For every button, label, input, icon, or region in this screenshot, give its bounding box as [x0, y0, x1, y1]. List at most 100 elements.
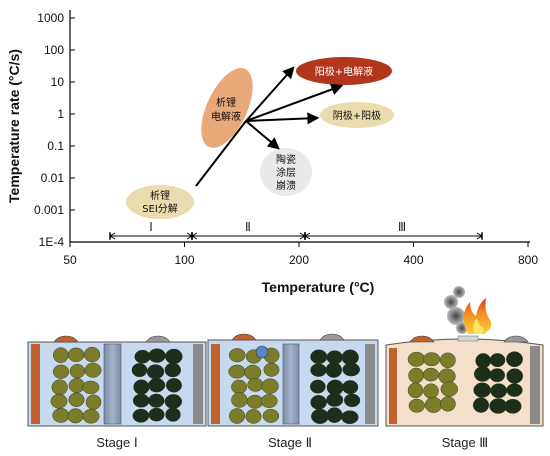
- y-tick-label: 0.1: [47, 139, 64, 153]
- reaction-arrows: [195, 66, 344, 187]
- electrode-particle: [53, 347, 69, 364]
- electrode-particle: [326, 393, 344, 407]
- stage-1-cathode-collector: [193, 344, 203, 424]
- electrode-particle: [438, 368, 456, 385]
- electrode-particle: [133, 379, 150, 395]
- electrode-particle: [423, 383, 439, 399]
- stage-3-anode-collector: [389, 348, 397, 424]
- y-tick-label: 10: [51, 75, 65, 89]
- electrode-particle: [407, 382, 424, 399]
- y-tick-labels: 1000 100 10 1 0.1 0.01 0.001 1E-4: [34, 11, 64, 249]
- electrode-particle: [50, 393, 68, 409]
- electrode-particle: [310, 363, 327, 377]
- electrode-particle: [165, 348, 183, 365]
- electrode-particle: [164, 394, 183, 409]
- stage-1-label: Stage Ⅰ: [96, 435, 137, 450]
- electrode-particle: [506, 351, 523, 368]
- electrode-particle: [475, 353, 492, 369]
- electrode-particle: [309, 379, 326, 394]
- electrode-particle: [342, 380, 359, 395]
- x-tick-label: 800: [518, 253, 538, 267]
- electrode-particle: [489, 368, 506, 383]
- arrow-branch-to-electrolyte-2: [245, 83, 344, 122]
- electrode-particle: [246, 394, 264, 409]
- ellipse-ceramic-collapse: [260, 148, 312, 196]
- electrode-particle: [506, 383, 523, 397]
- electrode-particle: [148, 348, 166, 363]
- y-tick-label: 0.01: [41, 171, 65, 185]
- electrode-particle: [423, 367, 440, 382]
- electrode-particle: [407, 351, 426, 367]
- electrode-particle: [408, 398, 425, 413]
- electrode-particle: [326, 350, 343, 365]
- electrode-particle: [490, 383, 508, 399]
- ellipse-anode-cathode: [320, 102, 394, 128]
- electrode-particle: [52, 408, 70, 423]
- electrode-particle: [148, 393, 165, 408]
- ceramic-line1: 陶瓷: [276, 153, 296, 166]
- electrode-particle: [261, 378, 279, 394]
- electrode-particle: [68, 378, 85, 393]
- stage-3-label: Stage Ⅲ: [442, 435, 489, 450]
- electrode-particle: [423, 352, 441, 367]
- arrow-sei-to-branch: [195, 120, 247, 187]
- electrode-particle: [165, 407, 181, 422]
- stage-1-cell: [27, 335, 207, 427]
- x-axis-label: Temperature (°C): [262, 279, 375, 295]
- ellipse-anode-electrolyte: [296, 57, 392, 85]
- arrow-to-anode-cathode: [245, 112, 320, 125]
- arrow-to-anode-electrolyte: [245, 66, 295, 122]
- stage-1-anode-collector: [31, 344, 40, 424]
- region-label-2: Ⅱ: [245, 220, 251, 234]
- electrode-particle: [67, 408, 84, 424]
- y-axis-label: Temperature rate (°C/s): [6, 49, 22, 203]
- anode-cathode-label: 阴极+阳极: [333, 109, 381, 122]
- region-label-3: Ⅲ: [398, 220, 406, 234]
- electrode-particle: [262, 408, 280, 423]
- electrode-particle: [504, 398, 522, 414]
- electrode-particle: [132, 408, 150, 423]
- electrode-particle: [506, 368, 524, 384]
- electrode-particle: [310, 395, 327, 410]
- electrode-particle: [165, 378, 182, 393]
- electrode-particle: [69, 364, 86, 379]
- electrode-particle: [82, 380, 100, 395]
- arrow-to-ceramic-collapse: [245, 120, 280, 150]
- electrode-particle: [131, 363, 148, 378]
- electrode-particle: [82, 409, 100, 424]
- electrode-particle: [408, 367, 424, 384]
- electrode-particle: [440, 381, 458, 397]
- electrode-particle: [473, 397, 490, 413]
- y-tick-label: 100: [44, 43, 64, 57]
- electrode-particle: [148, 378, 166, 393]
- electrode-particle: [247, 377, 264, 392]
- electrode-particle: [244, 364, 262, 381]
- y-tick-marks: [70, 17, 75, 243]
- chart-axes: 1000 100 10 1 0.1 0.01 0.001 1E-4 50 100 200 400 80…: [6, 10, 538, 295]
- li-electrolyte-line2: 电解液: [211, 110, 241, 123]
- y-tick-label: 0.001: [34, 203, 64, 217]
- stage-2-anode-collector: [211, 344, 220, 424]
- ceramic-line2: 涂层: [276, 166, 296, 179]
- electrode-particle: [84, 362, 102, 378]
- electrode-particle: [134, 349, 151, 364]
- stage-2-label: Stage Ⅱ: [268, 435, 312, 450]
- electrode-particle: [440, 396, 456, 412]
- electrode-particle: [51, 379, 68, 396]
- electrode-particle: [85, 394, 102, 410]
- x-tick-label: 400: [403, 253, 423, 267]
- electrode-particle: [310, 349, 328, 364]
- electrode-particle: [341, 349, 359, 366]
- region-brackets: Ⅰ Ⅱ Ⅲ: [109, 220, 483, 240]
- fire-icon: [444, 286, 492, 334]
- electrode-particle: [473, 382, 492, 398]
- ellipse-li-electrolyte: [201, 68, 253, 148]
- x-tick-labels: 50 100 200 400 800: [63, 253, 538, 267]
- stage-2-separator: [282, 343, 300, 425]
- stage-3-cell: [385, 286, 544, 427]
- electrode-particle: [231, 379, 248, 395]
- electrode-particle: [231, 392, 248, 408]
- electrode-particle: [68, 392, 85, 407]
- stage-2-cathode-collector: [365, 344, 375, 424]
